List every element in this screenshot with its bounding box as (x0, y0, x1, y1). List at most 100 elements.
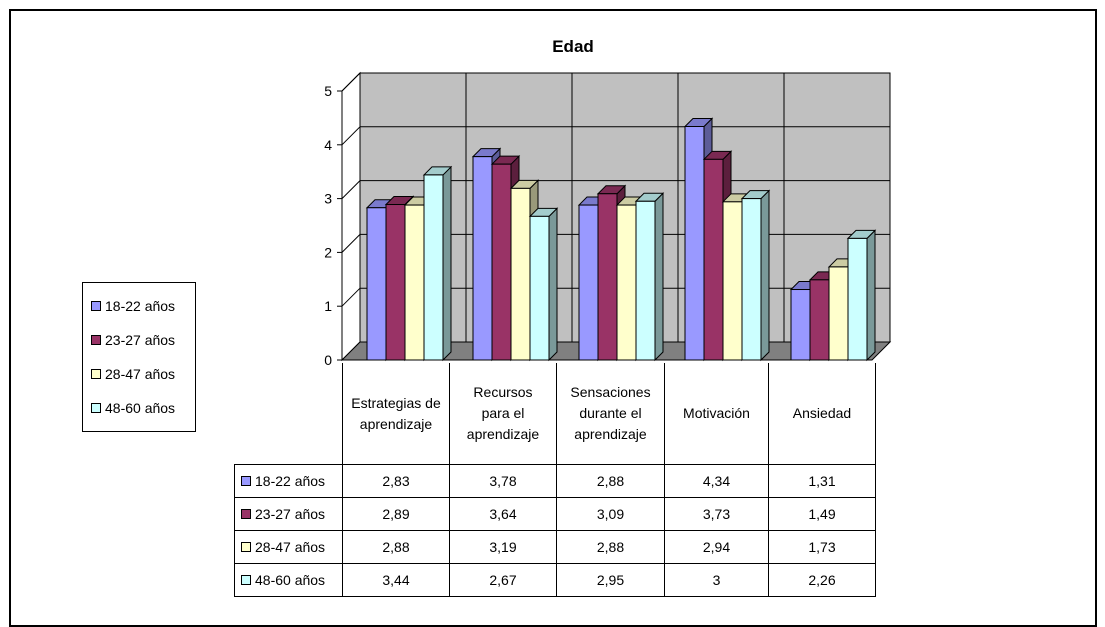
legend-label: 23-27 años (105, 332, 176, 348)
bar (722, 201, 743, 361)
table-series-name: 23-27 años (255, 506, 326, 522)
bar (597, 193, 618, 361)
bar (366, 207, 387, 361)
bar (741, 198, 762, 361)
bar (703, 158, 724, 361)
category-label: Estrategias de aprendizaje (351, 394, 441, 432)
legend-swatch (91, 301, 101, 311)
legend-item: 28-47 años (83, 357, 195, 391)
table-rule (234, 596, 876, 597)
legend-swatch (91, 369, 101, 379)
legend-item: 23-27 años (83, 323, 195, 357)
table-cell: 3,73 (702, 506, 731, 522)
bar-side (654, 192, 664, 362)
table-cell: 2,88 (596, 473, 625, 489)
bar (828, 266, 849, 361)
legend-item: 48-60 años (83, 391, 195, 425)
table-rule (234, 563, 876, 564)
bar-side (548, 207, 558, 362)
bar (423, 174, 444, 361)
bar (578, 204, 599, 361)
table-cell: 2,89 (382, 506, 410, 522)
table-cell: 2,88 (382, 539, 410, 555)
table-cell: 3 (712, 572, 721, 588)
bar (847, 237, 868, 361)
bar (404, 204, 425, 361)
bar (529, 215, 550, 361)
table-rule (875, 363, 876, 596)
legend-swatch (91, 403, 101, 413)
category-label: Recursos para el aprendizaje (466, 384, 540, 442)
table-series-name: 28-47 años (255, 539, 326, 555)
table-cell: 1,31 (808, 473, 836, 489)
table-swatch (241, 542, 251, 552)
bar (472, 156, 493, 361)
gridline-side (341, 72, 361, 92)
table-cell: 1,73 (808, 539, 836, 555)
table-cell: 3,44 (382, 572, 410, 588)
table-row-label: 23-27 años (235, 498, 342, 530)
table-cell: 2,94 (702, 539, 731, 555)
bar (510, 187, 531, 361)
table-cell: 2,83 (382, 473, 410, 489)
category-label: Motivación (683, 405, 750, 421)
chart-legend: 18-22 años 23-27 años 28-47 años 48-60 años (82, 282, 196, 432)
table-cell: 2,88 (596, 539, 625, 555)
table-series-name: 48-60 años (255, 572, 326, 588)
bar-side (866, 229, 876, 362)
table-rule (768, 363, 769, 596)
chart-title: Edad (552, 37, 594, 56)
table-rule (449, 363, 450, 596)
category-label: Sensaciones durante el aprendizaje (570, 384, 651, 442)
table-row-label: 18-22 años (235, 465, 342, 497)
bar (616, 204, 637, 361)
table-cell: 4,34 (702, 473, 731, 489)
table-swatch (241, 476, 251, 486)
table-row-label: 48-60 años (235, 564, 342, 596)
legend-label: 48-60 años (105, 400, 176, 416)
category-label: Ansiedad (792, 405, 852, 421)
table-cell: 2,26 (808, 572, 836, 588)
gridline-side (341, 287, 361, 307)
table-cell: 3,78 (489, 473, 517, 489)
table-cell: 1,49 (808, 506, 836, 522)
table-rule (556, 363, 557, 596)
bar (491, 163, 512, 361)
legend-item: 18-22 años (83, 289, 195, 323)
table-row-label: 28-47 años (235, 531, 342, 563)
table-swatch (241, 509, 251, 519)
table-rule (664, 363, 665, 596)
gridline-side (341, 126, 361, 146)
bar-side (760, 189, 770, 362)
bar (684, 126, 705, 361)
table-cell: 2,67 (489, 572, 517, 588)
table-swatch (241, 575, 251, 585)
y-tick-label: 4 (324, 137, 332, 153)
y-tick-label: 3 (324, 191, 332, 207)
table-cell: 3,09 (596, 506, 625, 522)
y-tick-label: 2 (324, 244, 332, 260)
table-rule (342, 363, 343, 596)
table-cell: 3,19 (489, 539, 517, 555)
y-tick-label: 1 (324, 298, 332, 314)
legend-label: 28-47 años (105, 366, 176, 382)
table-cell: 3,64 (489, 506, 517, 522)
table-rule (234, 464, 876, 465)
gridline-side (341, 180, 361, 199)
plot-side-wall (341, 71, 361, 362)
y-tick-label: 0 (324, 352, 332, 368)
gridline-side (341, 234, 361, 253)
y-tick-label: 5 (324, 83, 332, 99)
table-cell: 2,95 (596, 572, 625, 588)
bar (635, 200, 656, 361)
legend-swatch (91, 335, 101, 345)
bar-side (442, 165, 452, 362)
bar (809, 279, 830, 361)
bar (790, 289, 811, 361)
bar (385, 204, 406, 361)
table-series-name: 18-22 años (255, 473, 326, 489)
table-rule (234, 497, 876, 498)
table-rule (234, 530, 876, 531)
legend-label: 18-22 años (105, 298, 176, 314)
